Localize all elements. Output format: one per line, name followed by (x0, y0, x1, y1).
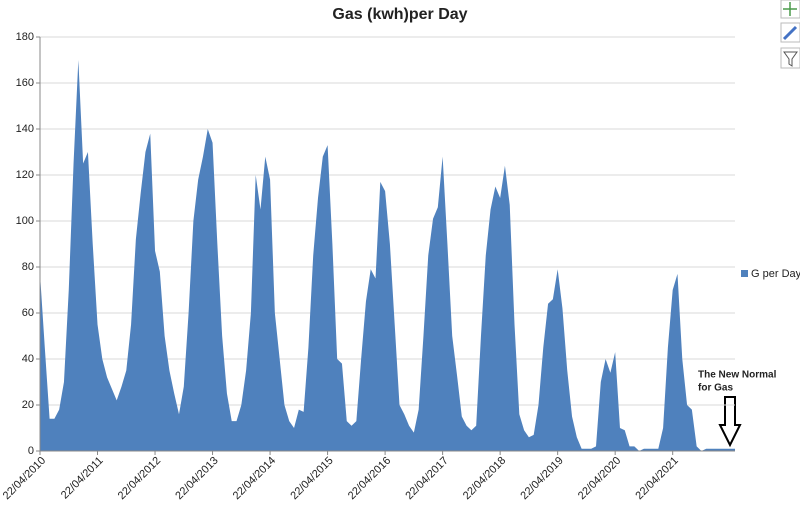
brush-icon (782, 25, 798, 41)
y-tick-label: 40 (22, 353, 34, 365)
annotation: The New Normal for Gas (698, 370, 777, 448)
legend-swatch (741, 270, 748, 277)
y-tick-label: 160 (16, 77, 34, 89)
annotation-text: The New Normal (698, 370, 777, 381)
y-tick-label: 60 (22, 307, 34, 319)
y-tick-label: 120 (16, 169, 34, 181)
area (40, 60, 735, 451)
annotation-text: for Gas (698, 383, 733, 394)
filter-icon (783, 51, 798, 67)
y-tick-label: 0 (28, 445, 34, 457)
chart-title: Gas (kwh)per Day (332, 6, 467, 23)
filter-button[interactable] (780, 47, 800, 69)
plus-icon (783, 2, 797, 16)
y-tick-label: 100 (16, 215, 34, 227)
legend-label: G per Day (751, 268, 800, 280)
annotation-arrow (718, 396, 742, 448)
y-tick-label: 20 (22, 399, 34, 411)
chart-buttons (780, 0, 800, 69)
y-tick-label: 80 (22, 261, 34, 273)
y-tick-label: 140 (16, 123, 34, 135)
y-tick-label: 180 (16, 31, 34, 43)
